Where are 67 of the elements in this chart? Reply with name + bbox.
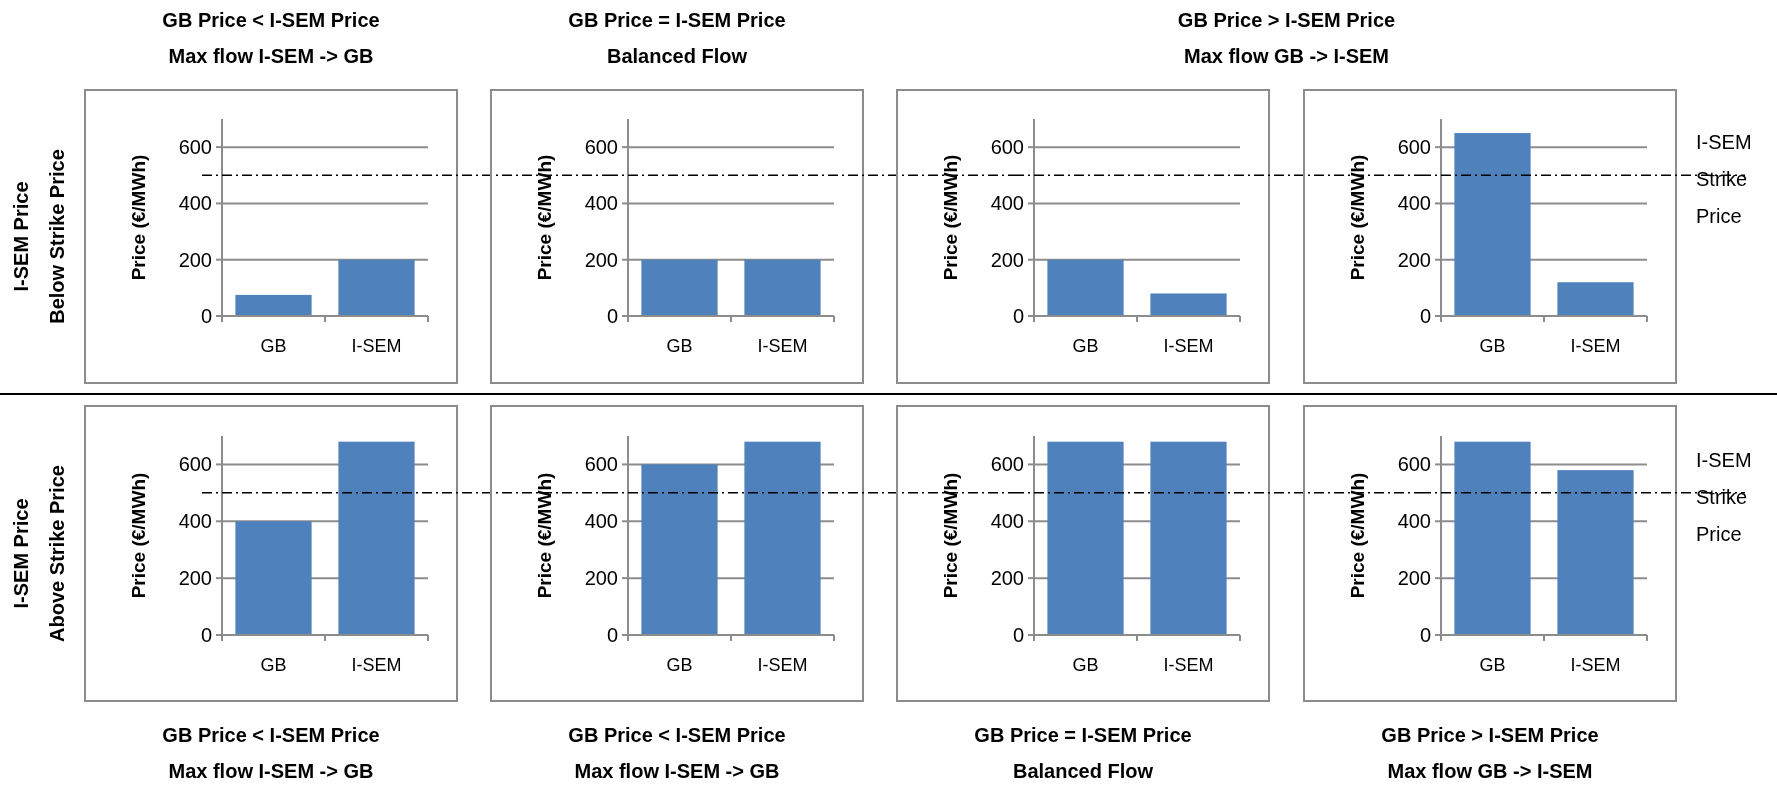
y-tick-label: 0 xyxy=(1012,624,1024,646)
y-tick-label: 0 xyxy=(200,624,212,646)
text: GB Price > I-SEM Price Max flow GB -> I-SEM xyxy=(1177,9,1396,68)
x-tick-label: I-SEM xyxy=(1570,655,1621,675)
x-tick-label: GB xyxy=(666,336,693,356)
x-tick-label: GB xyxy=(1072,655,1099,675)
x-tick-label: I-SEM xyxy=(1163,655,1214,675)
x-tick-label: GB xyxy=(666,655,693,675)
y-tick-label: 200 xyxy=(584,567,618,590)
y-tick-label: 0 xyxy=(606,305,618,327)
y-tick-label: 600 xyxy=(990,136,1024,159)
x-tick-label: GB xyxy=(1479,336,1506,356)
x-tick-label: I-SEM xyxy=(1570,336,1621,356)
x-tick-label: GB xyxy=(260,655,287,675)
y-tick-label: 600 xyxy=(990,453,1024,476)
y-tick-label: 400 xyxy=(178,510,212,533)
x-tick-label: I-SEM xyxy=(757,655,808,675)
y-tick-label: 400 xyxy=(584,192,618,215)
y-tick-label: 600 xyxy=(1397,453,1431,476)
text: GB Price < I-SEM Price Max flow I-SEM -> GB xyxy=(162,724,380,783)
y-axis-title: Price (€/MWh) xyxy=(533,154,555,281)
ref-line-label: I-SEM Strike Price xyxy=(1696,131,1752,228)
y-tick-label: 600 xyxy=(178,453,212,476)
text: I-SEM Price Below Strike Price xyxy=(10,149,68,324)
x-tick-label: I-SEM xyxy=(1163,336,1214,356)
y-tick-label: 600 xyxy=(178,136,212,159)
y-axis-title: Price (€/MWh) xyxy=(939,154,961,281)
text: I-SEM Price Above Strike Price xyxy=(10,465,68,642)
y-tick-label: 200 xyxy=(1397,248,1431,271)
chart-title: GB Price = I-SEM Price Balanced Flow xyxy=(568,9,786,68)
y-tick-label: 200 xyxy=(178,567,212,590)
y-tick-label: 400 xyxy=(990,510,1024,533)
y-tick-label: 0 xyxy=(1419,305,1431,327)
y-tick-label: 400 xyxy=(1397,192,1431,215)
y-tick-label: 600 xyxy=(584,453,618,476)
y-tick-label: 600 xyxy=(1397,136,1431,159)
y-tick-label: 400 xyxy=(584,510,618,533)
x-tick-label: GB xyxy=(1072,336,1099,356)
x-tick-label: I-SEM xyxy=(757,336,808,356)
y-tick-label: 200 xyxy=(178,248,212,271)
x-tick-label: I-SEM xyxy=(351,655,402,675)
y-tick-label: 400 xyxy=(990,192,1024,215)
y-tick-label: 200 xyxy=(584,248,618,271)
x-tick-label: GB xyxy=(1479,655,1506,675)
y-tick-label: 200 xyxy=(990,567,1024,590)
y-tick-label: 200 xyxy=(990,248,1024,271)
y-tick-label: 0 xyxy=(1012,305,1024,327)
y-tick-label: 0 xyxy=(200,305,212,327)
y-axis-title: Price (€/MWh) xyxy=(127,154,149,281)
y-tick-label: 0 xyxy=(1419,624,1431,646)
y-tick-label: 0 xyxy=(606,624,618,646)
text: GB Price > I-SEM Price Max flow GB -> I-SEM xyxy=(1381,724,1599,783)
y-axis-title: Price (€/MWh) xyxy=(939,472,961,599)
text: GB Price < I-SEM Price Max flow I-SEM -> GB xyxy=(568,724,786,783)
y-axis-title: Price (€/MWh) xyxy=(1346,154,1368,281)
y-tick-label: 600 xyxy=(584,136,618,159)
y-axis-title: Price (€/MWh) xyxy=(1346,472,1368,599)
chart-title: GB Price < I-SEM Price Max flow I-SEM -> GB xyxy=(162,9,380,68)
x-tick-label: GB xyxy=(260,336,287,356)
y-axis-title: Price (€/MWh) xyxy=(533,472,555,599)
x-tick-label: I-SEM xyxy=(351,336,402,356)
y-tick-label: 200 xyxy=(1397,567,1431,590)
y-tick-label: 400 xyxy=(178,192,212,215)
ref-line-label: I-SEM Strike Price xyxy=(1696,448,1752,545)
y-axis-title: Price (€/MWh) xyxy=(127,472,149,599)
y-tick-label: 400 xyxy=(1397,510,1431,533)
text: GB Price = I-SEM Price Balanced Flow xyxy=(974,724,1192,783)
